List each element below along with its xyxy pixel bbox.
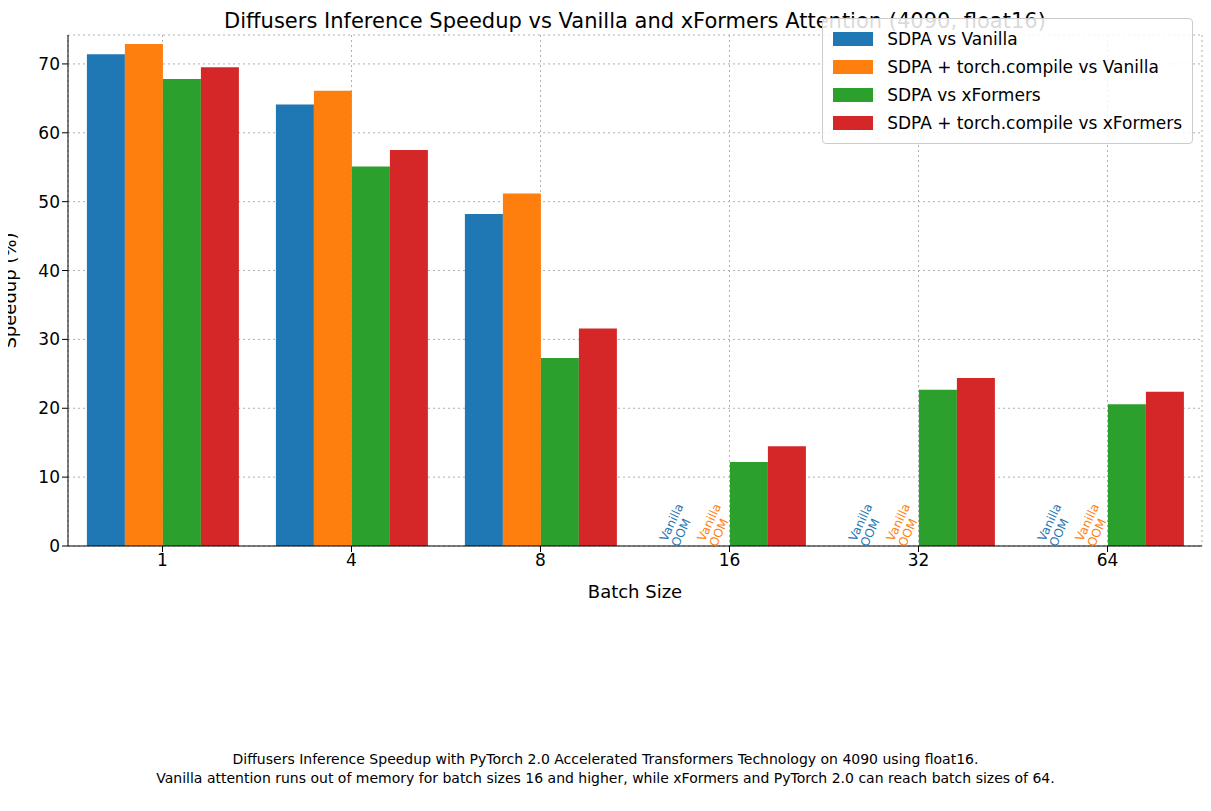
svg-text:8: 8: [535, 550, 546, 570]
svg-text:VanillaOOM: VanillaOOM: [1035, 501, 1076, 548]
svg-text:20: 20: [38, 398, 60, 418]
svg-text:10: 10: [38, 467, 60, 487]
svg-text:4: 4: [346, 550, 357, 570]
svg-text:VanillaOOM: VanillaOOM: [1073, 501, 1114, 548]
svg-text:Speedup (%): Speedup (%): [8, 232, 20, 348]
svg-text:40: 40: [38, 261, 60, 281]
html-text:SDPA vs xFormers: SDPA vs xFormers: [887, 85, 1041, 105]
svg-text:50: 50: [38, 192, 60, 212]
svg-text:70: 70: [38, 54, 60, 74]
svg-text:1: 1: [157, 550, 168, 570]
svg-text:0: 0: [49, 536, 60, 556]
html-text:SDPA + torch.compile vs Vanill: SDPA + torch.compile vs Vanilla: [887, 57, 1159, 77]
svg-text:30: 30: [38, 329, 60, 349]
html-text:Vanilla attention runs out of: Vanilla attention runs out of memory for…: [156, 770, 1055, 786]
svg-text:32: 32: [908, 550, 930, 570]
html-text:SDPA + torch.compile vs xForme: SDPA + torch.compile vs xFormers: [887, 113, 1182, 133]
svg-text:VanillaOOM: VanillaOOM: [846, 501, 887, 548]
svg-text:64: 64: [1097, 550, 1119, 570]
svg-text:VanillaOOM: VanillaOOM: [657, 501, 698, 548]
html-text:Diffusers Inference Speedup vs: Diffusers Inference Speedup vs Vanilla a…: [224, 9, 1046, 33]
html-text:SDPA vs Vanilla: SDPA vs Vanilla: [887, 29, 1018, 49]
html-text:Diffusers Inference Speedup wi: Diffusers Inference Speedup with PyTorch…: [232, 751, 979, 767]
svg-text:16: 16: [719, 550, 741, 570]
svg-text:VanillaOOM: VanillaOOM: [695, 501, 736, 548]
svg-text:Batch Size: Batch Size: [588, 581, 682, 602]
svg-text:60: 60: [38, 123, 60, 143]
svg-text:VanillaOOM: VanillaOOM: [884, 501, 925, 548]
